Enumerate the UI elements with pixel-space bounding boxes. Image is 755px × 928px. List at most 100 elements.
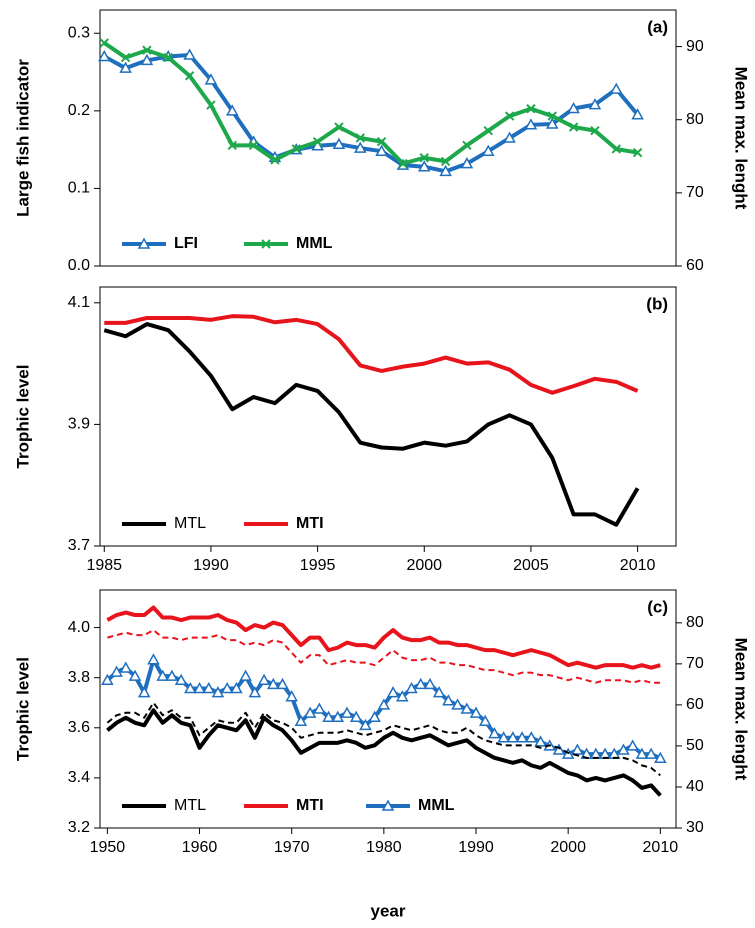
marker <box>571 743 584 755</box>
marker <box>184 71 195 81</box>
marker <box>285 690 298 702</box>
marker <box>440 156 451 167</box>
marker <box>626 739 639 751</box>
legend-label: MML <box>296 235 333 252</box>
marker <box>432 686 446 698</box>
y-tick-label: 3.7 <box>68 537 90 554</box>
marker <box>211 686 225 698</box>
marker <box>137 237 151 249</box>
marker <box>183 48 196 60</box>
panel-label: (a) <box>647 17 668 36</box>
x-tick-label: 1970 <box>274 839 310 856</box>
x-tick-label: 2005 <box>513 557 549 574</box>
y2-tick-label: 70 <box>686 184 704 201</box>
marker <box>609 82 623 94</box>
marker <box>460 702 474 714</box>
marker <box>506 731 520 743</box>
marker <box>101 673 114 686</box>
legend-label: MTL <box>174 797 206 814</box>
line <box>103 41 638 166</box>
marker <box>504 111 515 121</box>
marker <box>165 669 179 681</box>
y-tick-label: 0.3 <box>68 24 90 41</box>
marker <box>481 144 495 156</box>
y-tick-label: 3.8 <box>68 669 90 686</box>
marker <box>140 53 154 66</box>
marker <box>204 73 218 85</box>
marker <box>462 140 472 151</box>
marker <box>483 125 493 136</box>
y2-tick-label: 80 <box>686 111 704 128</box>
marker <box>137 686 151 698</box>
marker <box>386 686 400 698</box>
marker <box>568 122 579 132</box>
marker <box>193 681 206 694</box>
x-tick-label: 1985 <box>86 557 122 574</box>
legend-label: MML <box>418 797 455 814</box>
marker <box>239 669 252 681</box>
marker <box>355 133 365 143</box>
plot-frame <box>99 286 677 547</box>
marker <box>526 104 536 114</box>
marker <box>227 140 237 151</box>
y2-tick-label: 50 <box>686 737 704 754</box>
y-tick-label: 4.0 <box>68 619 90 636</box>
panel-label: (c) <box>647 597 668 616</box>
marker <box>635 747 649 759</box>
marker <box>270 155 280 165</box>
x-tick-label: 2000 <box>550 839 586 856</box>
marker <box>381 799 395 811</box>
marker <box>525 731 538 743</box>
marker <box>405 681 418 694</box>
marker <box>439 164 452 177</box>
marker <box>331 710 345 722</box>
marker <box>375 144 388 156</box>
marker <box>524 118 538 130</box>
marker <box>377 698 391 710</box>
marker <box>423 677 437 690</box>
x-tick-label: 2010 <box>620 557 656 574</box>
x-tick-label: 1990 <box>458 839 494 856</box>
marker <box>503 131 516 143</box>
marker <box>119 61 132 73</box>
x-tick-label: 1995 <box>300 557 336 574</box>
marker <box>303 706 317 718</box>
x-tick-label: 1990 <box>193 557 229 574</box>
line <box>107 629 661 684</box>
marker <box>220 681 234 694</box>
marker <box>163 52 173 63</box>
x-tick-label: 2000 <box>406 557 442 574</box>
marker <box>334 122 344 132</box>
y2-axis-label: Mean max. lenght <box>732 638 751 781</box>
marker <box>225 104 239 116</box>
marker <box>567 101 580 114</box>
marker <box>156 669 169 681</box>
marker <box>174 673 188 686</box>
marker <box>202 681 216 694</box>
marker <box>261 239 271 249</box>
marker <box>552 743 566 755</box>
y-axis-label: Trophic level <box>13 365 32 469</box>
marker <box>120 52 131 63</box>
marker <box>142 45 152 55</box>
y-tick-label: 4.1 <box>68 294 90 311</box>
marker <box>184 681 197 694</box>
y2-axis-label: Mean max. lenght <box>732 67 751 210</box>
x-tick-label: 1960 <box>182 839 218 856</box>
marker <box>257 673 271 686</box>
y2-tick-label: 60 <box>686 257 704 274</box>
y-axis-label: Trophic level <box>13 657 32 761</box>
marker <box>110 665 123 677</box>
marker <box>617 743 630 755</box>
legend-label: LFI <box>174 235 198 252</box>
marker <box>119 661 133 673</box>
legend-label: MTI <box>296 515 324 532</box>
marker <box>419 153 429 163</box>
marker <box>332 137 346 149</box>
marker <box>460 157 474 169</box>
y-tick-label: 0.1 <box>68 180 90 197</box>
marker <box>266 677 280 690</box>
y2-tick-label: 30 <box>686 819 704 836</box>
marker <box>291 144 301 154</box>
